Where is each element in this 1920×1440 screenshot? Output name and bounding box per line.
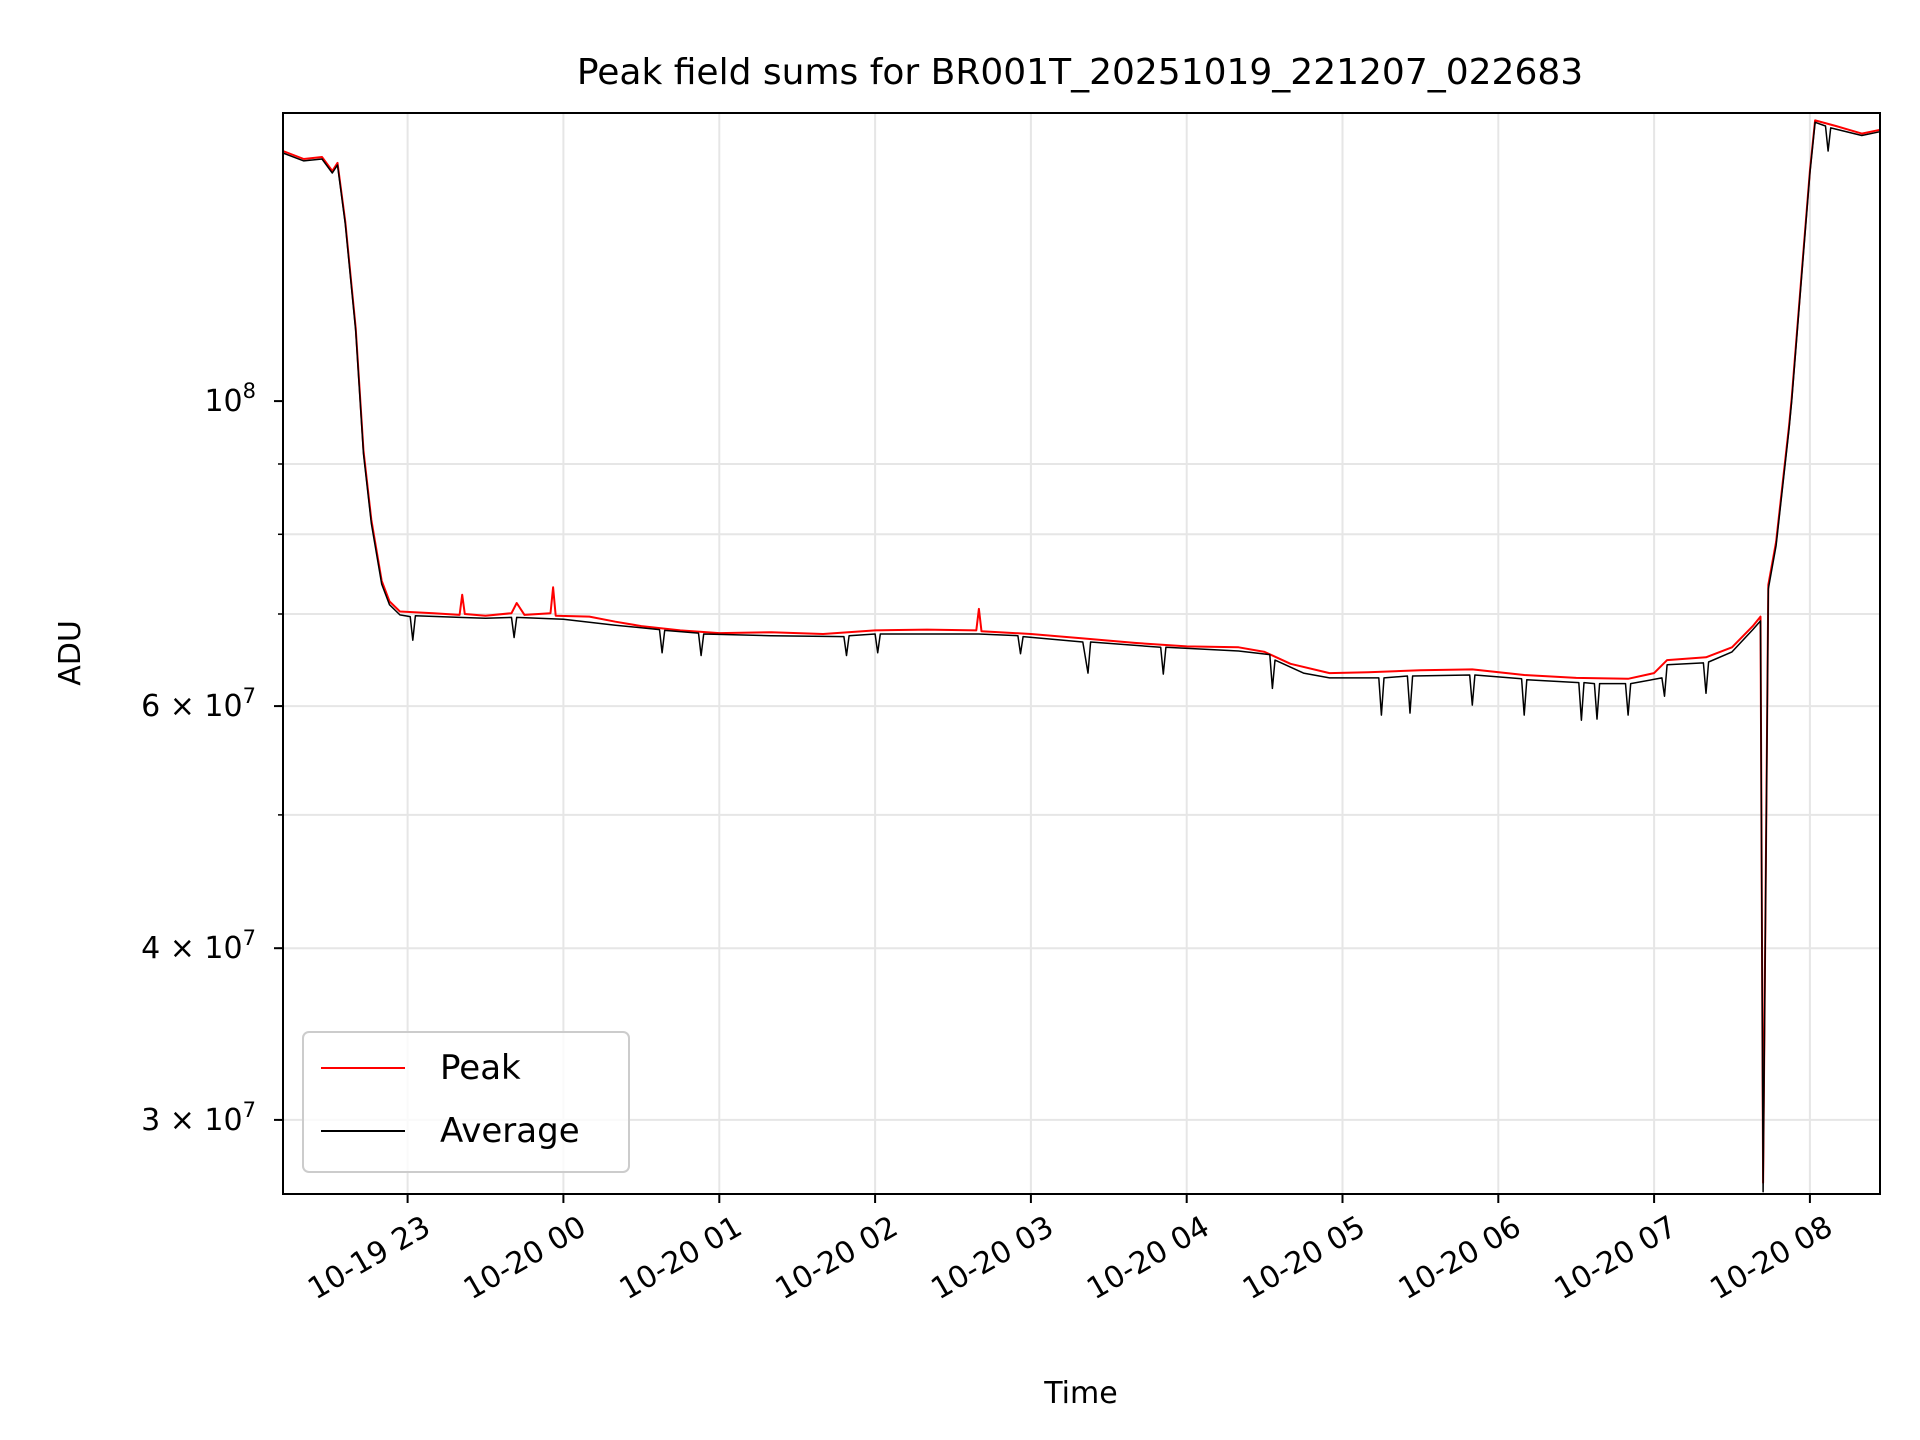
- y-tick-label: 4 × 107: [141, 926, 256, 966]
- y-axis: 108 6 × 107 4 × 107 3 × 107: [141, 379, 283, 1138]
- plot-area: [282, 119, 1881, 1193]
- series-line-average: [282, 121, 1881, 1193]
- grid: [283, 113, 1880, 1194]
- legend-label-average: Average: [440, 1111, 580, 1151]
- y-axis-label: ADU: [53, 620, 88, 686]
- x-axis-label: Time: [1043, 1376, 1117, 1411]
- plot-frame: [282, 112, 1881, 1195]
- chart-title: Peak field sums for BR001T_20251019_2212…: [577, 52, 1583, 93]
- y-tick-label: 6 × 107: [141, 684, 256, 724]
- y-tick-label: 108: [204, 379, 256, 419]
- y-tick-label: 3 × 107: [141, 1098, 256, 1138]
- legend: Peak Average: [302, 1031, 630, 1173]
- legend-label-peak: Peak: [440, 1048, 521, 1088]
